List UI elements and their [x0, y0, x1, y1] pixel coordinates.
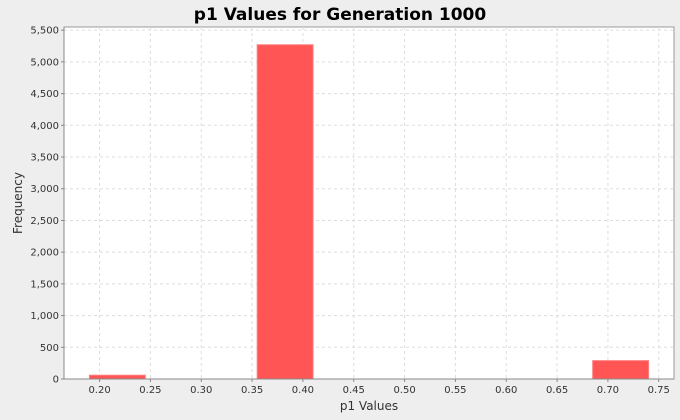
x-tick-label: 0.20: [88, 385, 110, 396]
bars: [88, 44, 650, 380]
y-tick-label: 500: [40, 343, 59, 354]
y-tick-label: 5,500: [30, 26, 59, 37]
y-tick-label: 4,000: [30, 121, 59, 132]
x-tick-label: 0.35: [241, 385, 263, 396]
x-tick-label: 0.55: [444, 385, 466, 396]
x-tick-label: 0.50: [393, 385, 415, 396]
y-tick-label: 1,500: [30, 279, 59, 290]
y-tick-label: 3,000: [30, 184, 59, 195]
x-tick-label: 0.65: [546, 385, 568, 396]
y-axis-ticks: 0 500 1,000 1,500 2,000 2,500 3,000 3,500 4,000 4…: [30, 26, 64, 386]
y-tick-label: 1,000: [30, 311, 59, 322]
y-axis-label: Frequency: [11, 172, 25, 234]
plot-area: [63, 26, 675, 380]
x-tick-label: 0.45: [343, 385, 365, 396]
y-tick-label: 3,500: [30, 153, 59, 164]
y-tick-label: 5,000: [30, 57, 59, 68]
x-tick-label: 0.70: [597, 385, 619, 396]
y-tick-label: 2,000: [30, 248, 59, 259]
x-tick-label: 0.30: [190, 385, 212, 396]
x-tick-label: 0.60: [495, 385, 517, 396]
bar-1: [88, 374, 146, 380]
axes: [63, 27, 674, 380]
x-axis-label: p1 Values: [340, 399, 398, 413]
y-tick-label: 4,500: [30, 89, 59, 100]
y-tick-label: 0: [53, 375, 59, 386]
bar-3: [592, 360, 650, 380]
x-tick-label: 0.40: [292, 385, 314, 396]
bar-2: [256, 44, 314, 380]
x-tick-label: 0.25: [139, 385, 161, 396]
y-tick-label: 2,500: [30, 216, 59, 227]
chart-title: p1 Values for Generation 1000: [194, 5, 487, 25]
x-tick-label: 0.75: [648, 385, 670, 396]
x-axis-ticks: 0.20 0.25 0.30 0.35 0.40 0.45 0.50 0.55 0.60 0.65…: [88, 379, 670, 396]
